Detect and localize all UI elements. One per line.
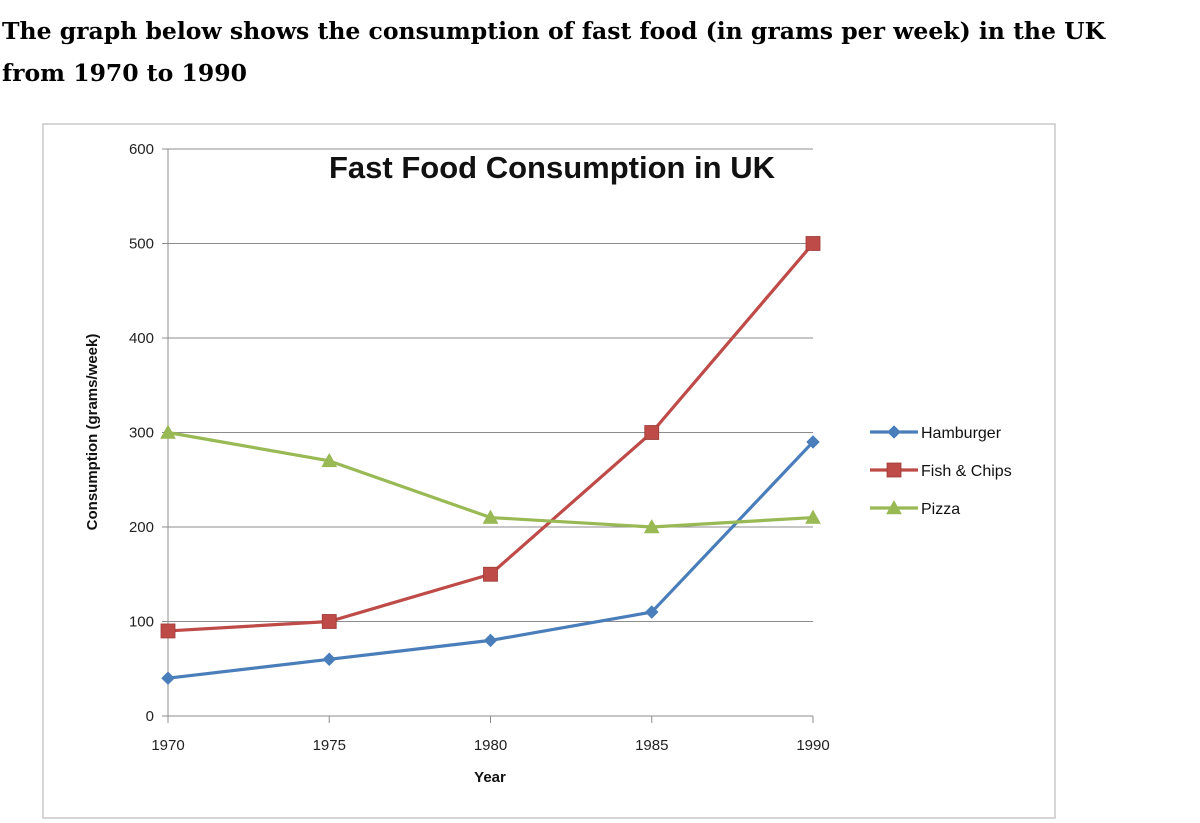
heading-line-2: from 1970 to 1990: [2, 59, 247, 87]
x-tick-label: 1970: [151, 737, 184, 754]
y-tick-label: 200: [129, 519, 154, 536]
gridlines: [168, 148, 813, 622]
x-axis-title: Year: [474, 769, 506, 786]
data-point-hamburger-1970: [161, 671, 175, 686]
data-point-fish-chips-1970: [160, 623, 176, 639]
data-point-hamburger-1990: [806, 435, 820, 449]
y-axis-title: Consumption (grams/week): [84, 334, 101, 531]
y-tick-label: 400: [129, 330, 154, 347]
legend: Hamburger Fish & Chips Pizza: [870, 425, 1012, 518]
data-point-pizza-1985: [643, 518, 660, 534]
legend-label-hamburger: Hamburger: [921, 425, 1002, 442]
y-tick-label: 500: [129, 236, 154, 253]
axes: 0 100 200 300 400 500 600 1970 1975 1980 1985 1990: [129, 141, 830, 754]
x-tick-label: 1985: [635, 737, 668, 754]
legend-label-pizza: Pizza: [921, 501, 960, 518]
y-tick-label: 600: [129, 141, 154, 158]
heading-line-1: The graph below shows the consumption of…: [2, 17, 1106, 45]
page-heading: The graph below shows the consumption of…: [2, 10, 1198, 94]
data-point-hamburger-1985: [644, 605, 659, 619]
y-tick-label: 0: [146, 708, 154, 725]
legend-marker-fish-chips: [886, 462, 902, 478]
data-point-hamburger-1980: [483, 633, 498, 648]
data-point-pizza-1990: [805, 509, 821, 524]
data-point-fish-chips-1985: [644, 425, 660, 440]
legend-label-fish-chips: Fish & Chips: [921, 463, 1012, 480]
y-tick-label: 100: [129, 614, 154, 631]
y-tick-label: 300: [129, 425, 154, 442]
x-tick-label: 1975: [313, 737, 346, 754]
data-point-hamburger-1975: [322, 652, 337, 667]
legend-marker-pizza: [886, 499, 902, 515]
legend-marker-hamburger: [887, 425, 901, 439]
data-point-fish-chips-1975: [321, 614, 337, 629]
x-tick-label: 1990: [796, 737, 829, 754]
x-tick-label: 1980: [474, 737, 507, 754]
data-point-fish-chips-1990: [805, 236, 821, 251]
data-point-pizza-1970: [160, 424, 176, 439]
data-point-pizza-1980: [482, 509, 499, 524]
data-point-pizza-1975: [321, 452, 338, 468]
chart-title: Fast Food Consumption in UK: [329, 150, 776, 185]
data-point-fish-chips-1980: [483, 566, 498, 582]
series-lines: [160, 236, 821, 686]
